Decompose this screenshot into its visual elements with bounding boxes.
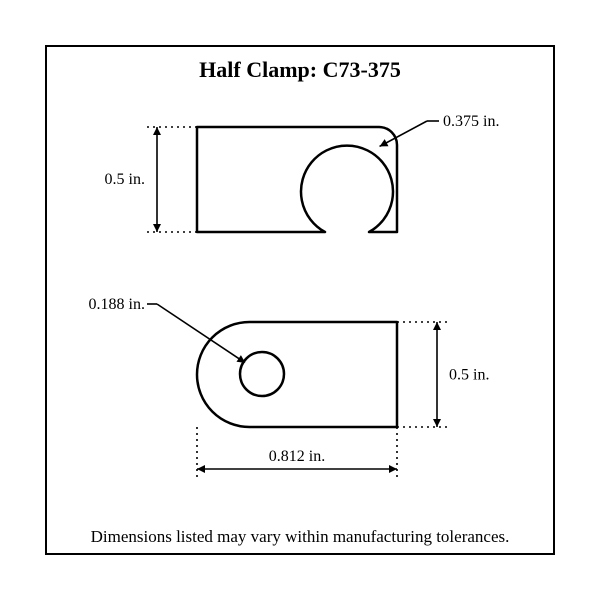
svg-text:0.375 in.: 0.375 in. — [443, 113, 499, 130]
page: Half Clamp: C73-375 0.5 in. 0.375 in. 0.18… — [0, 0, 600, 600]
svg-text:0.188 in.: 0.188 in. — [89, 296, 145, 313]
svg-text:0.5 in.: 0.5 in. — [105, 171, 145, 188]
technical-drawing: 0.5 in. 0.375 in. 0.188 in. 0.5 in. 0.812 in… — [47, 87, 553, 517]
svg-text:0.812 in.: 0.812 in. — [269, 448, 325, 465]
page-title: Half Clamp: C73-375 — [47, 57, 553, 83]
svg-text:0.5 in.: 0.5 in. — [449, 367, 489, 384]
drawing-area: 0.5 in. 0.375 in. 0.188 in. 0.5 in. 0.812 in… — [47, 87, 553, 517]
drawing-frame: Half Clamp: C73-375 0.5 in. 0.375 in. 0.18… — [45, 45, 555, 555]
tolerance-note: Dimensions listed may vary within manufa… — [47, 527, 553, 547]
